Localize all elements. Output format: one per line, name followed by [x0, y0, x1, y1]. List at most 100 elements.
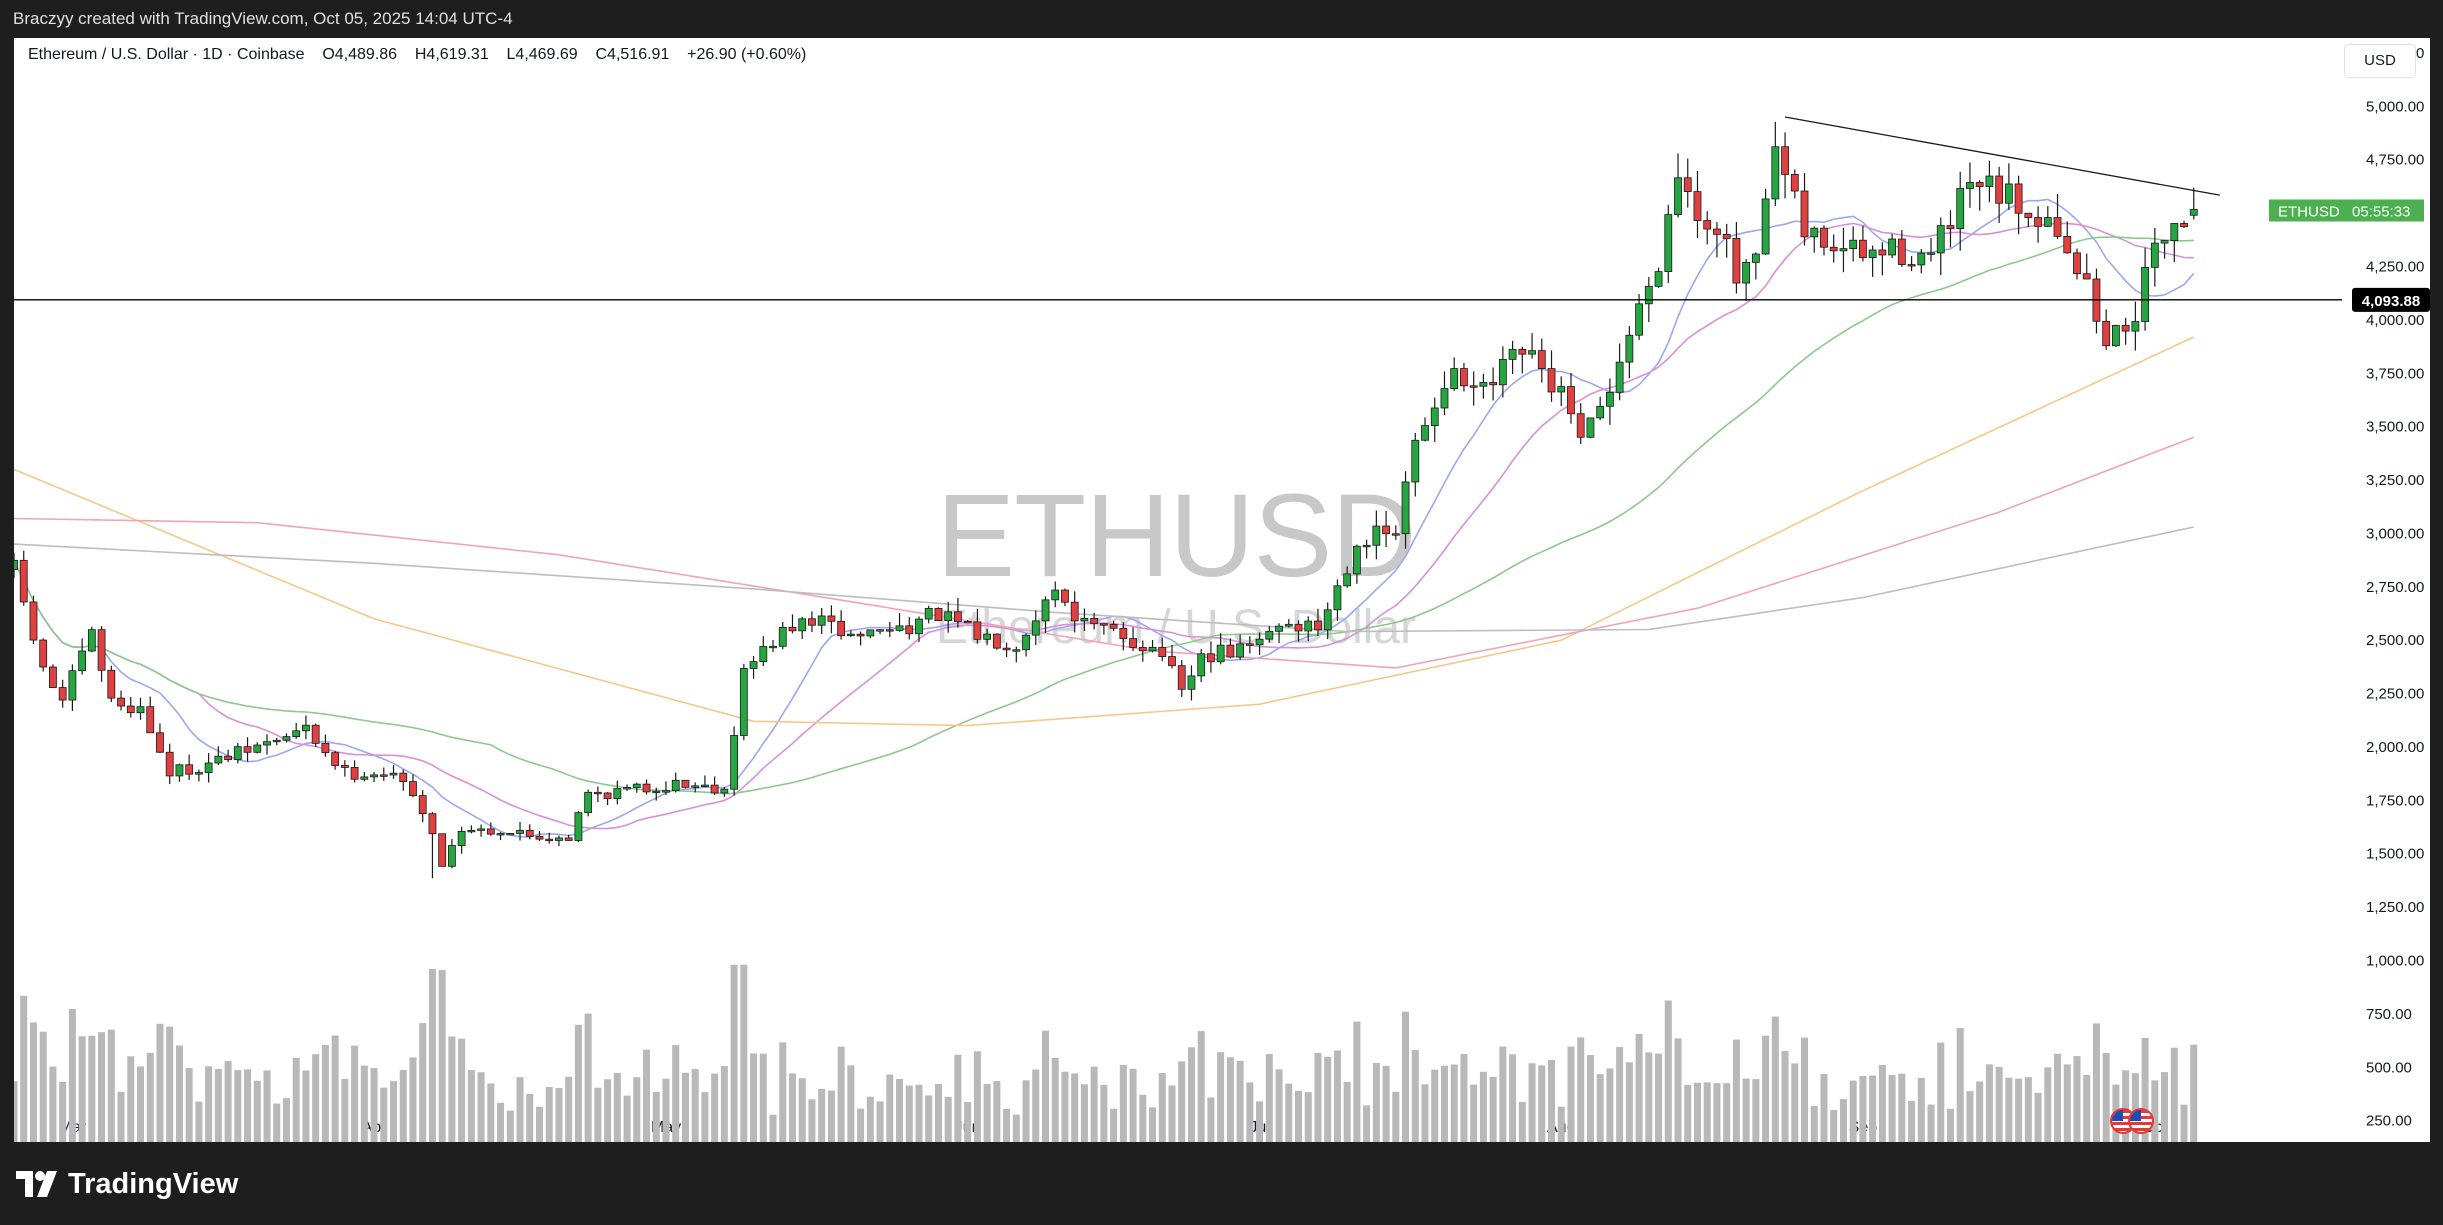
volume-bar [2122, 1070, 2130, 1142]
volume-bar [652, 1091, 660, 1142]
candle-body [1800, 190, 1809, 238]
volume-bar [672, 1045, 680, 1142]
candle-body [1586, 417, 1595, 438]
volume-bar [740, 964, 748, 1142]
candle-body [1995, 175, 2004, 204]
candle-body [2102, 320, 2111, 347]
tradingview-logo[interactable]: TradingView [16, 1166, 238, 1202]
candle-body [963, 621, 972, 624]
volume-bar [458, 1038, 466, 1142]
volume-bar [1022, 1080, 1030, 1142]
volume-bar [1197, 1031, 1205, 1142]
candle-body [409, 781, 417, 797]
current-price-label-bg [2269, 199, 2424, 222]
candle-body [1751, 253, 1760, 263]
volume-bar [1217, 1052, 1225, 1142]
chart-caption-bar: Braczyy created with TradingView.com, Oc… [0, 0, 2443, 38]
legend-open: O4,489.86 [322, 46, 398, 63]
volume-bar [282, 1098, 290, 1142]
candle-body [2004, 183, 2013, 204]
volume-bar [2044, 1067, 2052, 1142]
candle-body [2082, 273, 2091, 280]
volume-bar [1256, 1101, 1264, 1142]
volume-bar [925, 1095, 933, 1142]
candle-body [769, 645, 777, 649]
candle-body [1294, 623, 1303, 632]
candle-body [107, 669, 116, 699]
candle-body [1722, 233, 1731, 239]
candle-body [1596, 405, 1605, 419]
candle-body [1936, 225, 1945, 254]
volume-bar [477, 1072, 485, 1142]
volume-bar [428, 969, 436, 1142]
candle-body [224, 755, 232, 761]
volume-bar [1732, 1039, 1740, 1142]
volume-bar [1363, 1105, 1371, 1142]
candle-body [1411, 439, 1420, 483]
volume-bar [1149, 1107, 1157, 1142]
volume-bar [117, 1091, 125, 1142]
candle-body [1187, 675, 1196, 690]
candle-body [1790, 173, 1799, 192]
candle-body [739, 668, 748, 736]
volume-bar [1898, 1073, 1906, 1142]
candle-body [1070, 601, 1079, 622]
candle-body [1284, 623, 1293, 627]
candle-body [19, 559, 28, 603]
volume-bar [1966, 1091, 1974, 1142]
candle-body [165, 751, 174, 777]
volume-bar [2083, 1074, 2091, 1142]
candle-body [350, 767, 359, 780]
volume-bar [137, 1066, 145, 1142]
candle-body [934, 608, 943, 621]
chart-area[interactable]: ETHUSD Ethereum / U.S. Dollar 5,250.005,… [14, 38, 2430, 1142]
y-tick-label: 250.00 [2366, 1113, 2412, 1130]
candle-body [662, 790, 670, 793]
candle-body [710, 784, 719, 794]
volume-bar [273, 1103, 281, 1142]
ohlc-legend: Ethereum / U.S. Dollar · 1D · Coinbase O… [28, 46, 806, 64]
candle-body [2189, 209, 2198, 216]
volume-bar [1596, 1074, 1604, 1142]
y-tick-label: 2,500.00 [2366, 632, 2424, 649]
y-tick-label: 3,500.00 [2366, 419, 2424, 436]
volume-bar [224, 1060, 232, 1142]
us-flag-icon-2[interactable] [2128, 1108, 2154, 1134]
candle-body [2063, 235, 2072, 254]
candle-body [253, 744, 262, 753]
candle-body [1168, 656, 1176, 667]
candle-body [1537, 350, 1546, 369]
volume-bar [1100, 1085, 1108, 1142]
volume-bar [175, 1045, 183, 1142]
volume-bar [1781, 1050, 1789, 1142]
candle-body [1255, 638, 1264, 646]
candle-body [97, 629, 106, 671]
candle-body [1615, 361, 1624, 393]
candle-body [2024, 212, 2033, 218]
volume-bar [2054, 1053, 2062, 1142]
candle-body [1061, 589, 1069, 603]
price-chart[interactable]: 5,250.005,000.004,750.004,500.004,250.00… [14, 38, 2430, 1142]
currency-button[interactable]: USD [2344, 44, 2416, 78]
candle-body [1547, 368, 1556, 393]
candle-body [1489, 382, 1498, 386]
volume-bar [214, 1069, 222, 1142]
watermark-symbol: ETHUSD [936, 470, 1416, 602]
legend-close: C4,516.91 [595, 46, 670, 63]
volume-bar [1178, 1061, 1186, 1142]
volume-bar [1927, 1104, 1935, 1142]
candle-body [1421, 425, 1429, 441]
candle-body [915, 618, 923, 635]
chart-caption: Braczyy created with TradingView.com, Oc… [13, 9, 513, 28]
volume-bar [779, 1042, 787, 1142]
volume-bar [1187, 1047, 1195, 1142]
moving-average-line [14, 236, 2194, 795]
volume-bar [1479, 1071, 1487, 1142]
candle-body [194, 772, 203, 775]
candle-body [671, 779, 680, 792]
volume-bar [1168, 1085, 1176, 1142]
volume-bar [2141, 1037, 2149, 1142]
volume-bar [750, 1053, 758, 1142]
y-tick-label: 4,750.00 [2366, 152, 2424, 169]
trendline [1784, 116, 2220, 196]
